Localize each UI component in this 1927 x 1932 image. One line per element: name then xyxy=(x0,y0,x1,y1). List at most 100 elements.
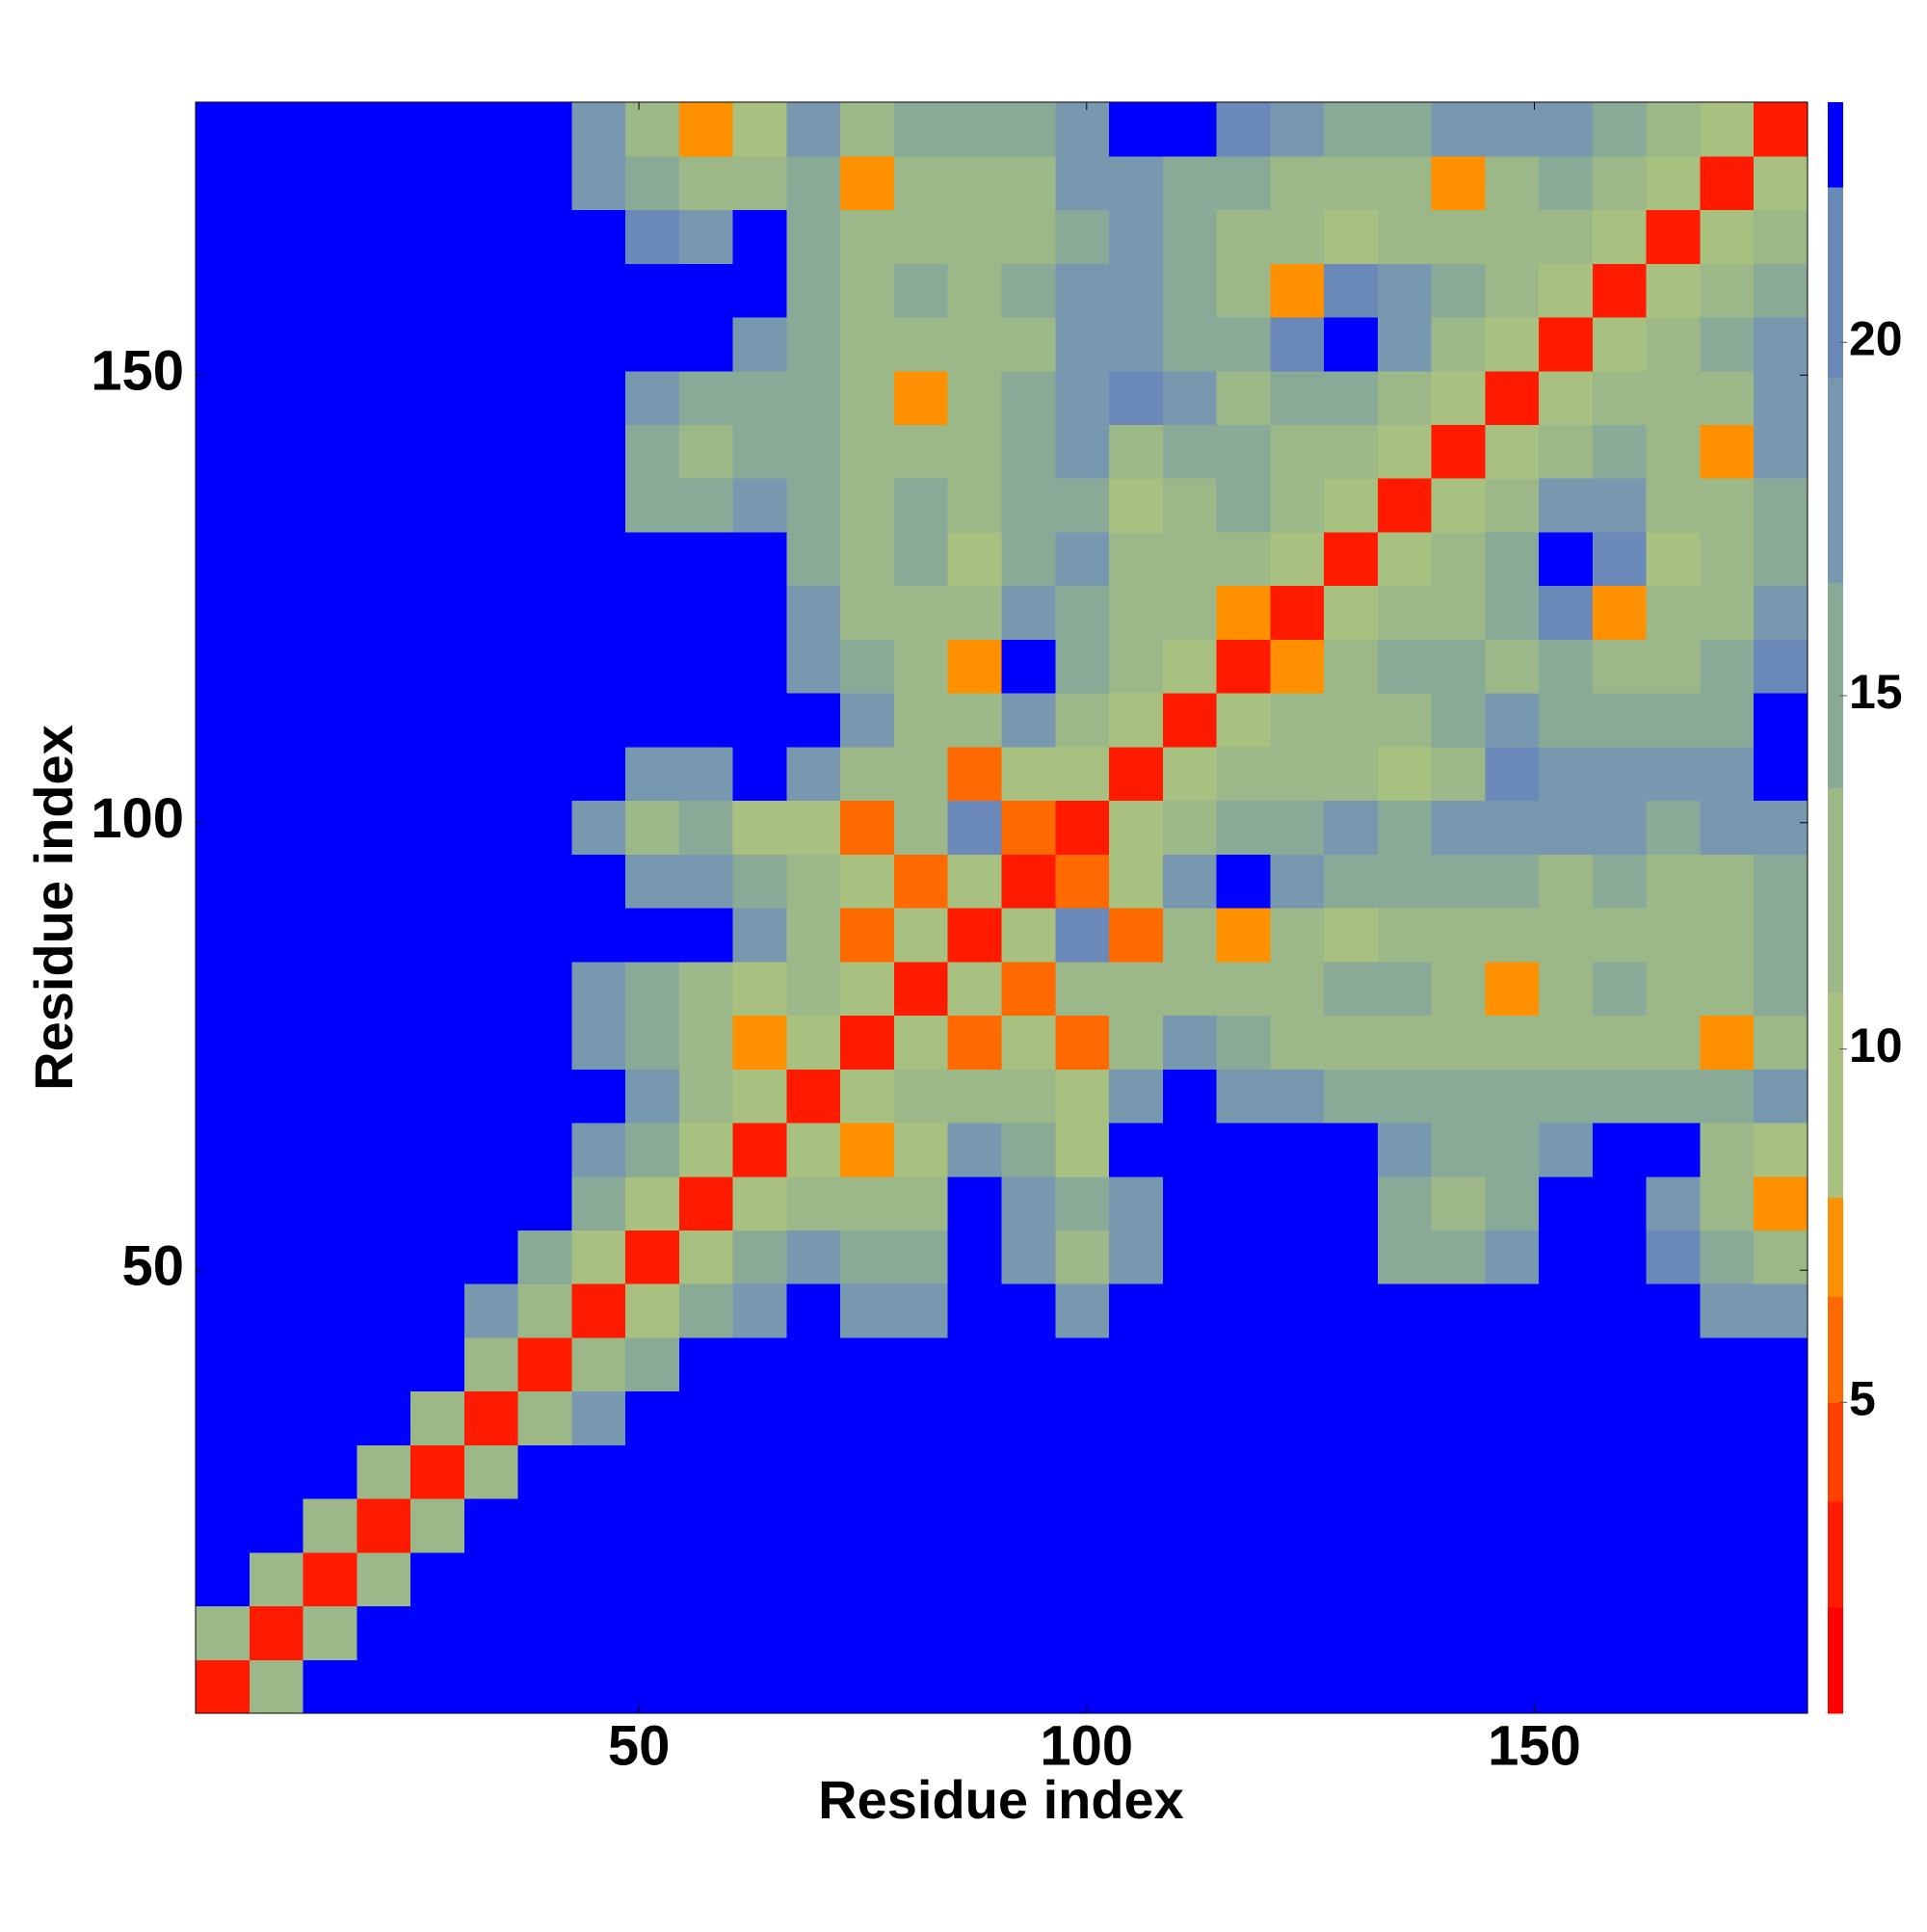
cell xyxy=(303,1176,357,1231)
cell xyxy=(947,1337,1003,1392)
cell xyxy=(732,209,788,264)
cell xyxy=(1754,1605,1808,1660)
cell xyxy=(1162,639,1218,694)
cell xyxy=(840,102,895,157)
cell xyxy=(840,585,895,640)
cell xyxy=(303,102,357,157)
cell xyxy=(249,639,304,694)
cell xyxy=(356,155,411,211)
cell xyxy=(1162,1659,1218,1714)
cell xyxy=(1055,531,1110,587)
cell xyxy=(410,531,465,587)
cell xyxy=(1485,1551,1540,1607)
cell xyxy=(1700,693,1755,748)
cell xyxy=(840,746,895,802)
cell xyxy=(840,693,895,748)
cell xyxy=(947,854,1003,909)
cell xyxy=(571,639,626,694)
cell xyxy=(1754,961,1808,1017)
cell xyxy=(1431,1337,1486,1392)
cell xyxy=(1001,263,1056,318)
cell xyxy=(1109,908,1164,963)
cell xyxy=(1539,316,1594,372)
cell xyxy=(249,1015,304,1070)
cell xyxy=(356,316,411,372)
colorbar-segment xyxy=(1828,787,1843,993)
cell xyxy=(1055,1498,1110,1553)
cell xyxy=(1324,263,1379,318)
cell xyxy=(1592,155,1648,211)
cell xyxy=(1700,1498,1755,1553)
cell xyxy=(840,1337,895,1392)
cell xyxy=(1539,1284,1594,1338)
cell xyxy=(947,1551,1003,1607)
cell xyxy=(840,1176,895,1231)
cell xyxy=(356,531,411,587)
cell xyxy=(571,854,626,909)
cell xyxy=(678,1444,734,1499)
cell xyxy=(1431,1605,1486,1660)
cell xyxy=(1109,585,1164,640)
cell xyxy=(303,1605,357,1660)
cell xyxy=(1754,639,1808,694)
cell xyxy=(1592,424,1648,479)
cell xyxy=(1539,370,1594,425)
cell xyxy=(571,1176,626,1231)
cell xyxy=(1539,800,1594,855)
cell xyxy=(840,209,895,264)
cell xyxy=(893,478,949,533)
cell xyxy=(1270,1284,1325,1338)
cell xyxy=(1539,102,1594,157)
cell xyxy=(463,1390,519,1445)
cell xyxy=(356,1551,411,1607)
cell xyxy=(356,1122,411,1178)
cell xyxy=(1162,1069,1218,1124)
cell xyxy=(1109,1390,1164,1445)
cell xyxy=(1592,102,1648,157)
cell xyxy=(303,908,357,963)
cell xyxy=(1646,908,1702,963)
cell xyxy=(1431,424,1486,479)
cell xyxy=(410,854,465,909)
cell xyxy=(1109,746,1164,802)
cell xyxy=(1162,1230,1218,1284)
cell xyxy=(1754,1390,1808,1445)
cell xyxy=(571,1122,626,1178)
cell xyxy=(1162,1284,1218,1338)
cell xyxy=(1377,424,1433,479)
cell xyxy=(1377,478,1433,533)
cell xyxy=(1377,585,1433,640)
cell xyxy=(356,1069,411,1124)
cell xyxy=(786,478,841,533)
cell xyxy=(356,1284,411,1338)
cell xyxy=(625,746,680,802)
cell xyxy=(1001,961,1056,1017)
cell xyxy=(1216,1337,1271,1392)
cell xyxy=(625,854,680,909)
cell xyxy=(303,1390,357,1445)
cell xyxy=(1431,478,1486,533)
cell xyxy=(786,1605,841,1660)
cell xyxy=(1324,639,1379,694)
cell xyxy=(1377,1390,1433,1445)
cell xyxy=(786,908,841,963)
cell xyxy=(249,800,304,855)
cell xyxy=(947,478,1003,533)
cell xyxy=(786,209,841,264)
cell xyxy=(571,316,626,372)
cell xyxy=(356,370,411,425)
cell xyxy=(1592,746,1648,802)
cell xyxy=(786,1122,841,1178)
cell xyxy=(1592,316,1648,372)
cell xyxy=(1592,263,1648,318)
cell xyxy=(1270,1498,1325,1553)
cell xyxy=(196,1659,251,1714)
cell xyxy=(1485,800,1540,855)
cell xyxy=(410,800,465,855)
cell xyxy=(1270,854,1325,909)
cell xyxy=(1485,155,1540,211)
cell xyxy=(1700,102,1755,157)
cell xyxy=(410,316,465,372)
cell xyxy=(249,1498,304,1553)
cell xyxy=(1162,1444,1218,1499)
